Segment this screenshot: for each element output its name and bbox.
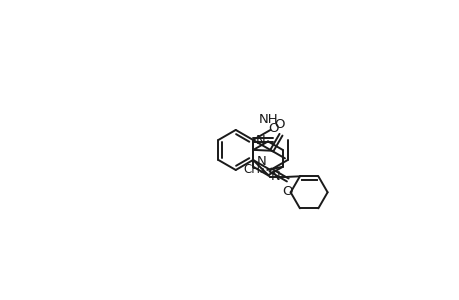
Text: O: O [268, 122, 279, 135]
Text: N: N [257, 155, 266, 168]
Text: O: O [282, 185, 292, 198]
Text: O: O [274, 118, 284, 131]
Text: NH: NH [258, 113, 278, 126]
Text: CH₃: CH₃ [243, 164, 264, 176]
Text: N: N [270, 170, 280, 183]
Text: N: N [255, 134, 265, 147]
